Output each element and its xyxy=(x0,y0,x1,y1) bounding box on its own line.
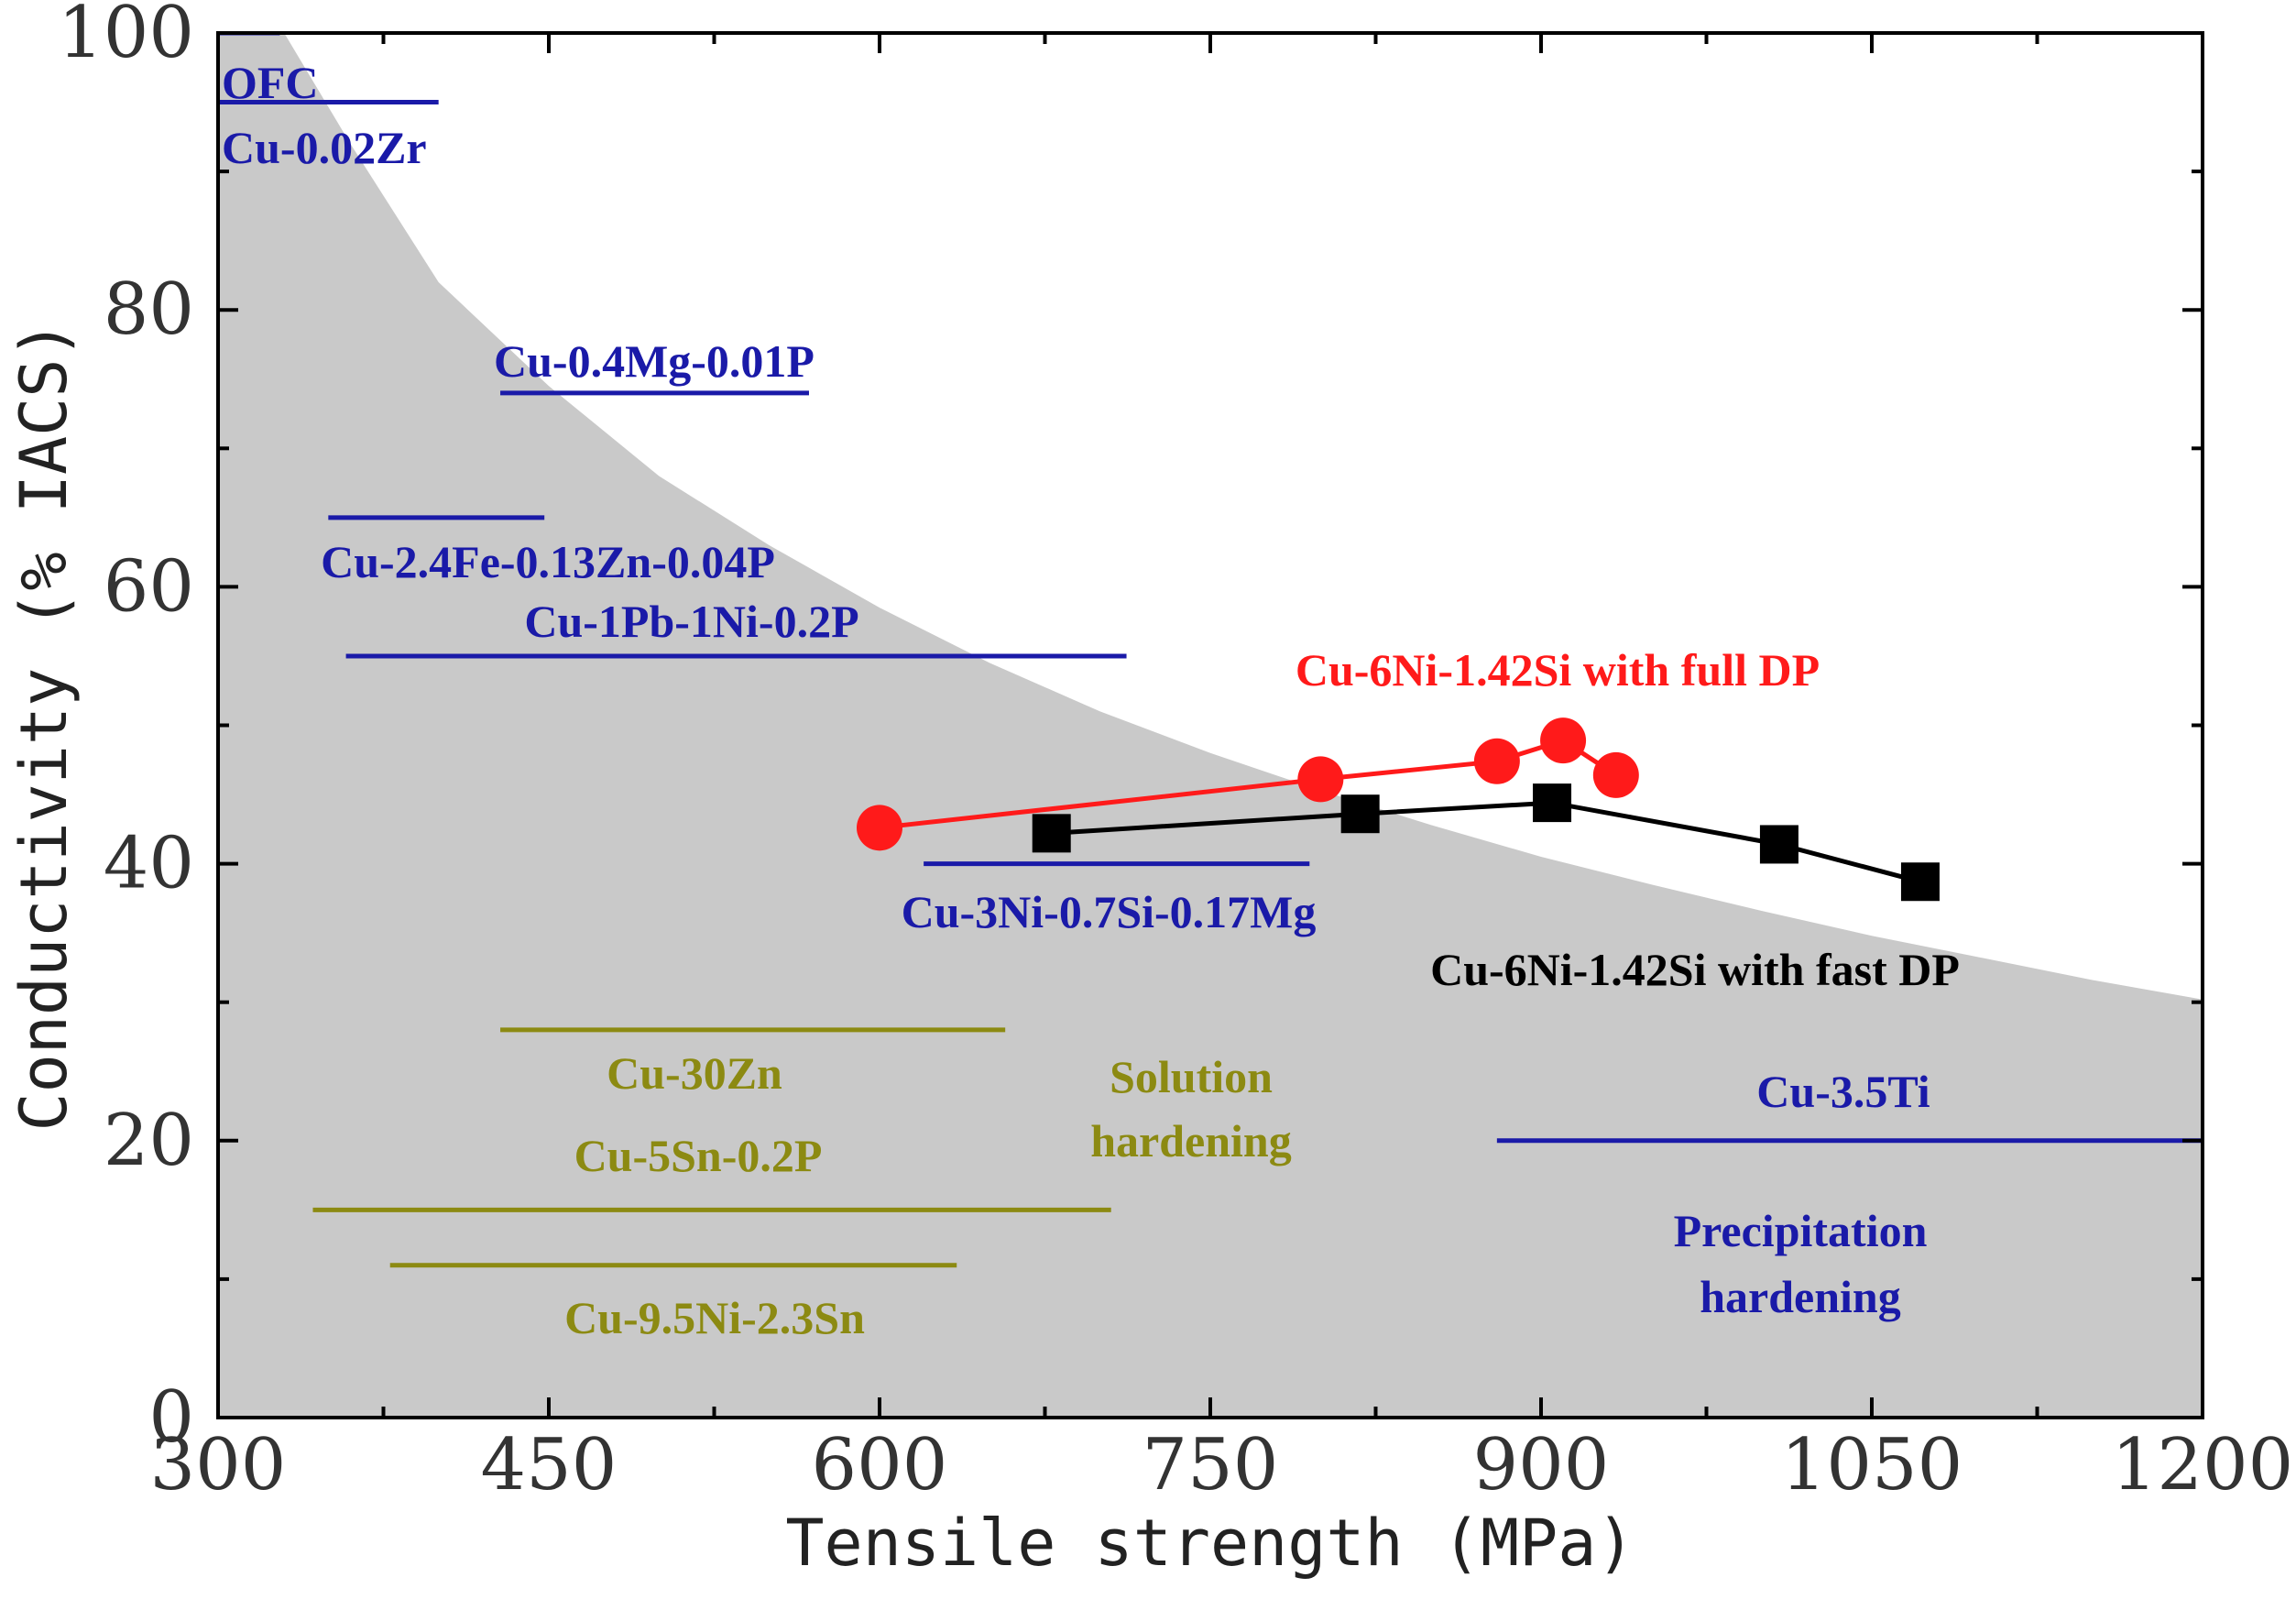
label-cu-0-4mg-0-01p: Cu-0.4Mg-0.01P xyxy=(494,335,815,387)
label-ofc: OFC xyxy=(222,57,319,108)
label-cu-3-5ti: Cu-3.5Ti xyxy=(1756,1066,1930,1117)
series-label-cu-6ni-1-42si-with-fast-dp: Cu-6Ni-1.42Si with fast DP xyxy=(1430,944,1960,995)
x-axis-title: Tensile strength (MPa) xyxy=(785,1506,1635,1581)
black-square-marker xyxy=(1032,814,1071,853)
shaded-region xyxy=(218,33,2203,1418)
y-tick-label: 80 xyxy=(104,268,194,351)
red-circle-marker xyxy=(1540,717,1587,764)
precipitation-hardening-annotation: hardening xyxy=(1700,1271,1901,1322)
y-tick-label: 60 xyxy=(104,545,194,628)
y-axis-title: Conductivity (% IACS) xyxy=(6,320,82,1131)
black-square-marker xyxy=(1759,825,1799,864)
y-tick-label: 100 xyxy=(58,0,194,74)
label-cu-0-02zr: Cu-0.02Zr xyxy=(222,122,427,173)
y-tick-label: 40 xyxy=(104,823,194,905)
red-circle-marker xyxy=(857,805,902,851)
x-tick-label: 600 xyxy=(812,1424,948,1506)
x-tick-label: 900 xyxy=(1473,1424,1610,1506)
red-circle-marker xyxy=(1592,751,1639,798)
label-cu-30zn: Cu-30Zn xyxy=(607,1047,782,1099)
x-tick-label: 300 xyxy=(150,1424,287,1506)
x-tick-label: 750 xyxy=(1143,1424,1279,1506)
precipitation-hardening-annotation: Precipitation xyxy=(1674,1205,1928,1256)
black-square-marker xyxy=(1340,794,1380,834)
x-tick-label: 1200 xyxy=(2112,1424,2294,1506)
label-cu-9-5ni-2-3sn: Cu-9.5Ni-2.3Sn xyxy=(564,1292,865,1343)
y-tick-label: 0 xyxy=(148,1376,194,1459)
black-square-marker xyxy=(1900,862,1940,902)
solution-hardening-annotation: hardening xyxy=(1090,1115,1292,1166)
label-cu-5sn-0-2p: Cu-5Sn-0.2P xyxy=(574,1130,823,1181)
x-tick-label: 450 xyxy=(481,1424,618,1506)
solution-hardening-annotation: Solution xyxy=(1110,1051,1273,1102)
series-label-cu-6ni-1-42si-with-full-dp: Cu-6Ni-1.42Si with full DP xyxy=(1296,644,1820,695)
x-tick-label: 1050 xyxy=(1781,1424,1963,1506)
label-cu-2-4fe-0-13zn-0-04p: Cu-2.4Fe-0.13Zn-0.04P xyxy=(321,536,775,587)
label-cu-1pb-1ni-0-2p: Cu-1Pb-1Ni-0.2P xyxy=(524,596,858,647)
label-cu-3ni-0-7si-0-17mg: Cu-3Ni-0.7Si-0.17Mg xyxy=(902,886,1317,937)
y-tick-label: 20 xyxy=(104,1100,194,1182)
red-circle-marker xyxy=(1473,738,1520,784)
black-square-marker xyxy=(1533,783,1572,823)
red-circle-marker xyxy=(1297,756,1344,803)
